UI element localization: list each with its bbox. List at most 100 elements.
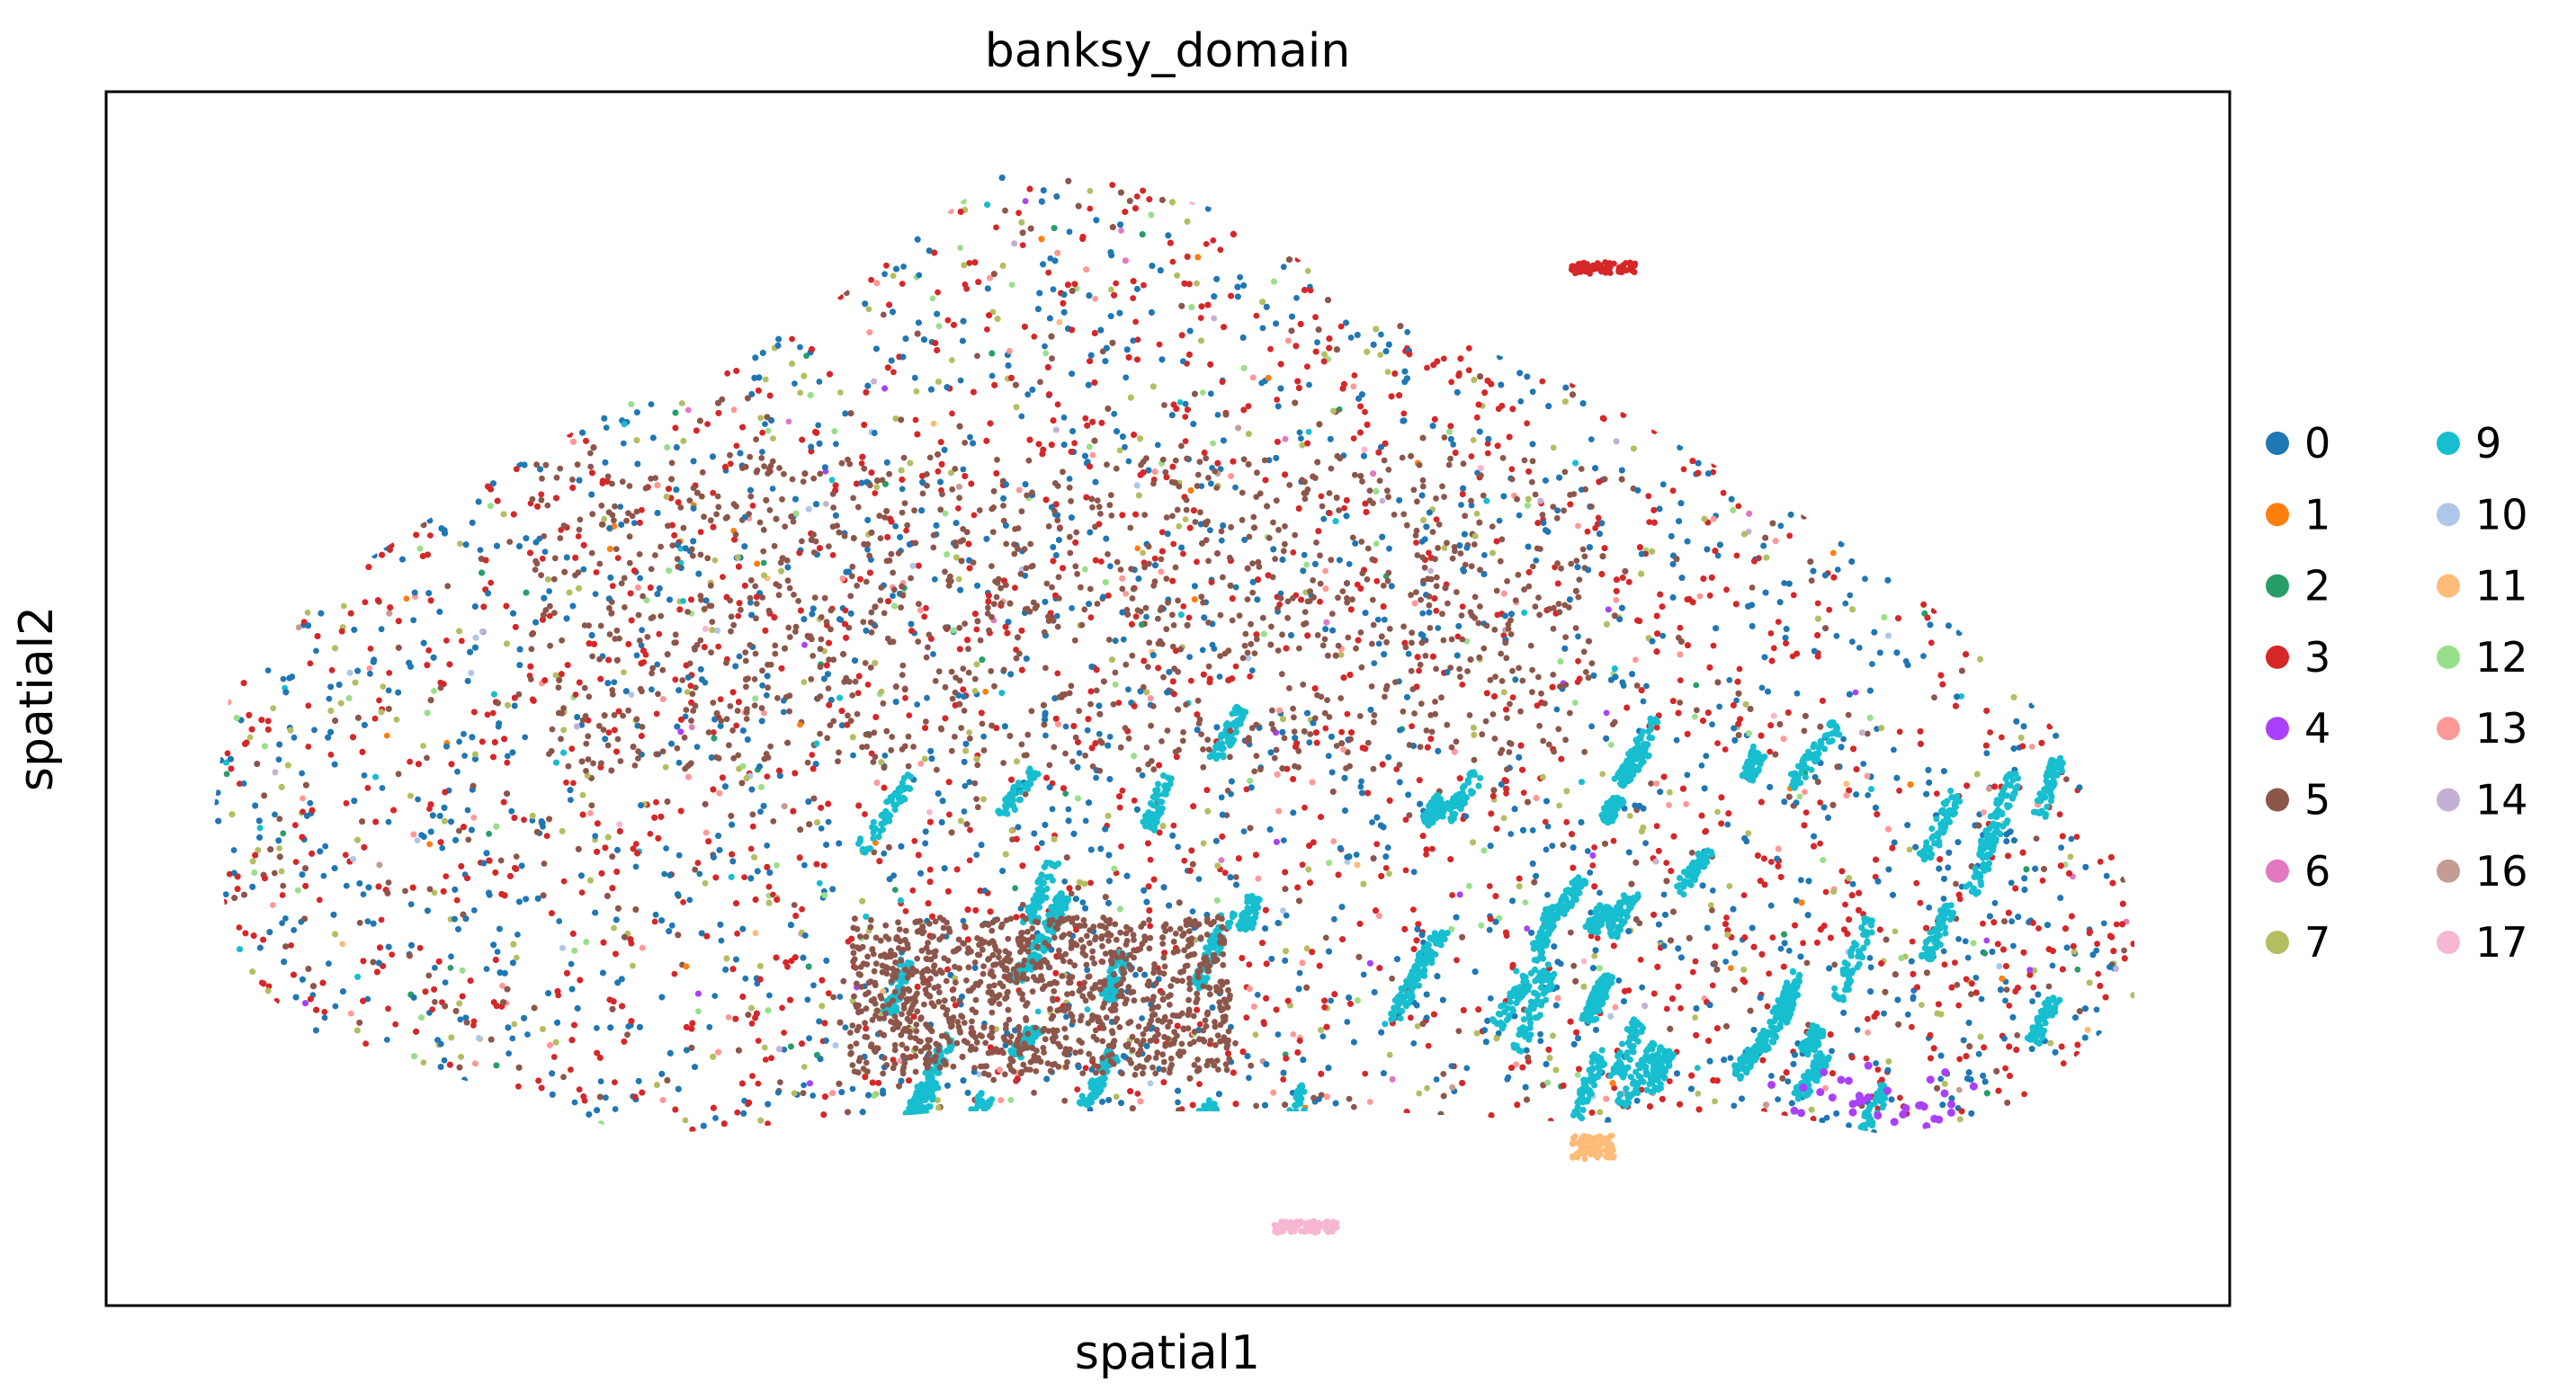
- plot-area: [212, 174, 2134, 1236]
- point-cluster-12: [1574, 1072, 1581, 1078]
- point-cluster-5: [2045, 983, 2053, 990]
- point-cluster-7: [801, 679, 808, 685]
- point-cluster-0: [833, 441, 839, 448]
- point-cluster-3: [427, 532, 434, 539]
- point-cluster-0: [1659, 481, 1667, 488]
- point-cluster-5: [271, 869, 278, 877]
- point-cluster-0: [757, 808, 764, 816]
- point-cluster-3: [921, 613, 928, 620]
- point-cluster-3: [1221, 869, 1229, 877]
- point-cluster-0: [1002, 1042, 1009, 1048]
- point-cluster-7: [579, 791, 586, 798]
- point-cluster-3: [704, 421, 711, 427]
- point-cluster-0: [1873, 1060, 1880, 1066]
- point-cluster-7: [1304, 268, 1311, 274]
- point-cluster-5: [1688, 849, 1695, 856]
- point-cluster-13: [1092, 296, 1099, 302]
- point-cluster-5: [973, 796, 979, 802]
- point-cluster-0: [1975, 1050, 1982, 1057]
- point-cluster-0: [1189, 908, 1196, 914]
- point-cluster-3: [1570, 381, 1576, 388]
- point-cluster-0: [1079, 899, 1087, 905]
- point-cluster-3: [1219, 379, 1226, 386]
- point-cluster-5: [1480, 492, 1487, 499]
- point-cluster-0: [1360, 971, 1367, 978]
- point-cluster-3: [1709, 982, 1716, 989]
- point-cluster-3: [653, 710, 660, 718]
- point-cluster-11: [930, 420, 937, 427]
- point-cluster-5: [871, 849, 878, 856]
- point-cluster-0: [1186, 654, 1193, 660]
- point-cluster-3: [1131, 797, 1138, 804]
- point-cluster-14: [1427, 567, 1434, 575]
- point-cluster-5: [576, 526, 583, 533]
- point-cluster-0: [1904, 1011, 1911, 1018]
- point-cluster-4: [1022, 198, 1029, 205]
- point-cluster-0: [675, 852, 683, 859]
- point-cluster-3: [1158, 529, 1166, 536]
- point-cluster-13: [1612, 1003, 1619, 1011]
- point-cluster-7: [1695, 1091, 1702, 1097]
- point-cluster-5: [456, 827, 462, 834]
- point-cluster-3: [1963, 976, 1970, 983]
- point-cluster-0: [508, 807, 515, 815]
- point-cluster-0: [514, 932, 521, 938]
- point-cluster-0: [1709, 887, 1716, 894]
- point-cluster-5: [1013, 655, 1020, 662]
- point-cluster-3: [1338, 728, 1345, 736]
- point-cluster-3: [1373, 577, 1381, 584]
- point-cluster-3: [1373, 841, 1381, 848]
- point-cluster-5: [880, 311, 887, 318]
- point-cluster-10: [976, 1071, 983, 1078]
- point-cluster-0: [594, 1025, 600, 1031]
- point-cluster-0: [1849, 880, 1856, 887]
- point-cluster-0: [924, 694, 930, 701]
- point-cluster-0: [1240, 828, 1248, 834]
- point-cluster-7: [340, 602, 347, 610]
- point-cluster-0: [1862, 575, 1868, 583]
- point-cluster-3: [1133, 193, 1140, 200]
- point-cluster-0: [1228, 790, 1234, 798]
- point-cluster-3: [711, 729, 717, 736]
- point-cluster-3: [651, 918, 658, 925]
- point-cluster-1: [1829, 549, 1837, 557]
- point-cluster-7: [678, 400, 685, 406]
- point-cluster-7: [1416, 1090, 1423, 1097]
- point-cluster-0: [1107, 563, 1114, 570]
- point-cluster-0: [326, 960, 332, 968]
- point-cluster-0: [914, 701, 921, 708]
- point-cluster-0: [546, 588, 552, 594]
- point-cluster-0: [1344, 1019, 1351, 1025]
- point-cluster-3: [300, 619, 308, 626]
- point-cluster-14: [822, 501, 829, 507]
- point-cluster-3: [1147, 856, 1154, 863]
- point-cluster-3: [1534, 702, 1541, 709]
- point-cluster-2: [486, 830, 492, 837]
- point-cluster-3: [1865, 1015, 1871, 1022]
- point-cluster-3: [2073, 834, 2080, 840]
- point-cluster-0: [442, 979, 449, 985]
- point-cluster-0: [1962, 938, 1969, 945]
- point-cluster-5: [1248, 1062, 1255, 1069]
- point-cluster-13: [499, 982, 505, 989]
- point-cluster-5: [1141, 564, 1148, 571]
- point-cluster-4: [801, 641, 808, 648]
- point-cluster-5: [2121, 947, 2128, 954]
- point-cluster-3: [733, 722, 740, 729]
- point-cluster-0: [456, 738, 462, 745]
- point-cluster-3: [768, 1055, 774, 1062]
- point-cluster-0: [457, 1016, 464, 1023]
- point-cluster-3: [292, 822, 299, 829]
- point-cluster-3: [749, 503, 756, 509]
- point-cluster-3: [1350, 435, 1357, 441]
- point-cluster-0: [747, 599, 754, 606]
- point-cluster-3: [1054, 670, 1061, 677]
- point-cluster-13: [1666, 801, 1672, 808]
- point-cluster-0: [967, 433, 973, 441]
- point-cluster-0: [850, 752, 856, 759]
- point-cluster-3: [1735, 503, 1742, 510]
- point-cluster-3: [1663, 1005, 1670, 1012]
- point-cluster-5: [560, 1074, 567, 1081]
- point-cluster-0: [792, 380, 798, 387]
- point-cluster-3: [2095, 970, 2102, 977]
